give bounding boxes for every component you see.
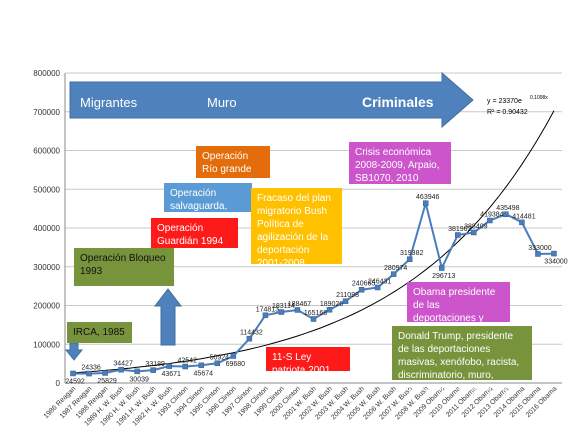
arrow-label: Muro: [207, 95, 237, 110]
annotation-irca: IRCA, 1985: [67, 322, 132, 343]
data-point: [519, 219, 525, 226]
data-point: [439, 265, 445, 271]
data-point: [310, 316, 317, 322]
annotation-guardian: Operación Guardián 1994: [151, 218, 238, 248]
series-line: 24592 24336 25829 34427 30039 33189 43671 42542…: [65, 194, 567, 385]
data-point: [551, 250, 557, 257]
trendline-path: [72, 110, 555, 374]
data-point: [374, 284, 381, 291]
data-point: [262, 312, 269, 319]
down-arrow: [64, 342, 84, 361]
equation-text: y = 23370e: [487, 98, 522, 105]
data-label: 280974: [384, 265, 407, 272]
data-label: 246431: [368, 279, 391, 286]
data-label: 319382: [400, 250, 423, 257]
data-label: 34427: [113, 361, 133, 368]
y-tick-label: 600000: [33, 147, 60, 156]
trend-equation: y = 23370e 0.1098x R² = 0.90432: [487, 95, 548, 116]
data-point: [118, 366, 124, 373]
main-arrow: [69, 71, 474, 129]
data-label: 174813: [256, 306, 279, 313]
y-tick-label: 100000: [33, 340, 60, 349]
data-point: [182, 363, 188, 370]
annotation-crisis: Crisis económica 2008-2009, Arpaio, SB10…: [349, 142, 451, 184]
data-label: 296713: [432, 273, 455, 280]
data-point: [358, 286, 365, 293]
data-label: 69680: [226, 361, 246, 368]
annotation-fracaso: Fracaso del plan migratorio Bush Polític…: [251, 188, 342, 269]
data-point: [342, 298, 349, 304]
y-tick-label: 800000: [33, 69, 60, 78]
data-point: [390, 271, 397, 277]
annotation-trump: Donald Trump, presidente de las deportac…: [392, 326, 532, 394]
data-point: [471, 229, 477, 236]
data-label: 165168: [304, 310, 327, 317]
data-point: [503, 211, 509, 217]
y-tick-label: 0: [56, 379, 61, 388]
data-point: [214, 360, 221, 367]
data-point: [487, 217, 493, 224]
annotation-patriota: 11-S Ley patriota 2001: [266, 347, 350, 376]
blue-arrows: Migrantes Muro Criminales: [64, 71, 474, 361]
y-tick-label: 300000: [33, 263, 60, 272]
data-label: 43671: [161, 371, 181, 378]
data-label: 240665: [352, 281, 375, 288]
data-point: [150, 367, 156, 373]
data-point: [230, 353, 237, 359]
data-label: 25829: [97, 378, 117, 385]
data-label: 24592: [65, 378, 85, 385]
trendline: [72, 110, 555, 374]
data-label: 45674: [194, 370, 214, 377]
data-label: 24336: [81, 365, 101, 372]
data-label: 463946: [416, 194, 439, 201]
data-point: [198, 362, 205, 369]
data-point: [326, 307, 333, 313]
data-label: 183114: [272, 303, 295, 310]
data-point: [166, 363, 172, 369]
data-point: [134, 368, 140, 375]
data-label: 114432: [240, 330, 263, 337]
up-arrow: [153, 288, 183, 346]
r-squared-text: R² = 0.90432: [487, 109, 528, 116]
annotation-obama: Obama presidente de las deportaciones y …: [407, 282, 510, 337]
data-label: 388409: [464, 223, 487, 230]
data-label: 334000: [544, 259, 567, 266]
data-point: [86, 370, 92, 377]
y-axis: 0 100000 200000 300000 400000 500000 600000 700…: [33, 69, 66, 388]
arrow-label: Criminales: [362, 94, 434, 110]
y-tick-label: 700000: [33, 108, 60, 117]
data-label: 419384: [480, 211, 503, 218]
annotation-salvaguarda: Operación salvaguarda, 1995: [164, 183, 252, 225]
data-label: 211098: [336, 292, 359, 299]
annotation-rio-grande: Operación Río grande 1997: [196, 146, 270, 188]
y-tick-label: 500000: [33, 185, 60, 194]
data-label: 33189: [145, 361, 165, 368]
data-point: [294, 307, 301, 313]
arrow-label: Migrantes: [80, 95, 138, 110]
data-point: [102, 370, 108, 376]
data-point: [278, 309, 285, 315]
data-point: [406, 256, 413, 262]
data-label: 333000: [528, 245, 551, 252]
data-point: [70, 370, 76, 377]
equation-exponent: 0.1098x: [530, 95, 548, 101]
data-label: 42542: [178, 358, 198, 365]
data-label: 189026: [320, 301, 343, 308]
annotation-bloqueo: Operación Bloqueo 1993: [74, 248, 174, 286]
data-point: [246, 335, 253, 342]
data-label: 435498: [496, 205, 519, 212]
y-tick-label: 200000: [33, 302, 60, 311]
data-point: [455, 232, 461, 238]
data-label: 50924: [210, 354, 230, 361]
data-label: 414481: [512, 213, 535, 220]
data-point: [422, 200, 429, 206]
data-label: 30039: [129, 376, 149, 383]
data-label: 381962: [448, 226, 471, 233]
y-tick-label: 400000: [33, 224, 60, 233]
data-label: 188467: [288, 301, 311, 308]
data-point: [535, 251, 541, 257]
